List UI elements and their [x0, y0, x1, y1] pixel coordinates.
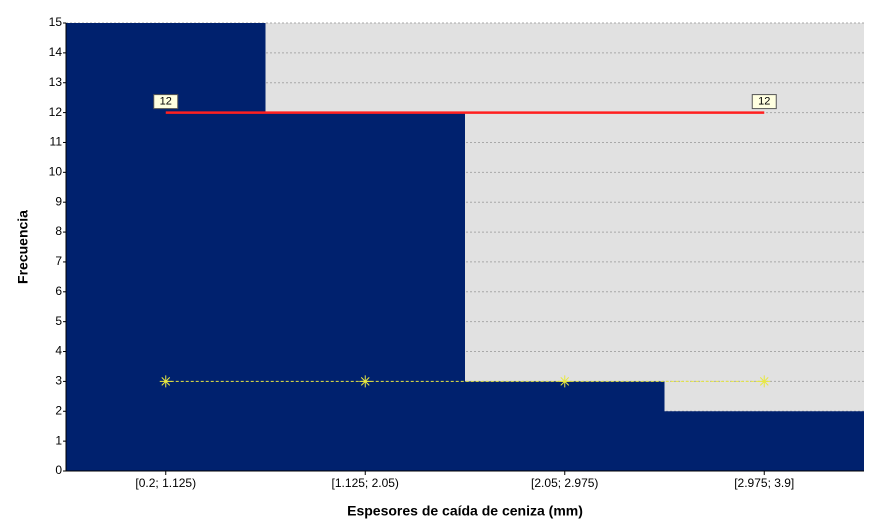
x-tick-label: [2.975; 3.9]	[734, 476, 794, 490]
y-tick-label: 3	[55, 374, 62, 388]
y-tick-label: 13	[49, 75, 63, 89]
x-tick-label: [0.2; 1.125)	[135, 476, 196, 490]
y-tick-label: 2	[55, 403, 62, 417]
y-tick-label: 15	[49, 15, 63, 29]
y-tick-label: 4	[55, 344, 62, 358]
data-label-box	[153, 94, 179, 110]
y-tick-label: 5	[55, 314, 62, 328]
bar	[265, 112, 465, 471]
y-axis-title: Frecuencia	[15, 210, 31, 284]
y-tick-label: 1	[55, 433, 62, 447]
y-tick-label: 7	[55, 254, 62, 268]
bar	[664, 411, 864, 471]
marker	[558, 375, 571, 388]
y-tick-label: 6	[55, 284, 62, 298]
marker	[359, 375, 372, 388]
y-tick-label: 10	[49, 165, 63, 179]
y-tick-label: 8	[55, 224, 62, 238]
data-label-box	[751, 94, 777, 110]
data-label: 12	[160, 96, 172, 108]
marker	[758, 375, 771, 388]
bar	[66, 23, 266, 471]
bar	[465, 381, 665, 471]
y-tick-label: 12	[49, 105, 63, 119]
x-tick-label: [2.05; 2.975)	[531, 476, 598, 490]
y-tick-label: 0	[55, 463, 62, 477]
x-axis-title: Espesores de caída de ceniza (mm)	[347, 503, 583, 519]
x-tick-label: [1.125; 2.05)	[332, 476, 399, 490]
y-tick-label: 14	[49, 45, 63, 59]
y-tick-label: 11	[50, 135, 63, 149]
data-label: 12	[758, 96, 770, 108]
y-tick-label: 9	[55, 194, 62, 208]
marker	[159, 375, 172, 388]
